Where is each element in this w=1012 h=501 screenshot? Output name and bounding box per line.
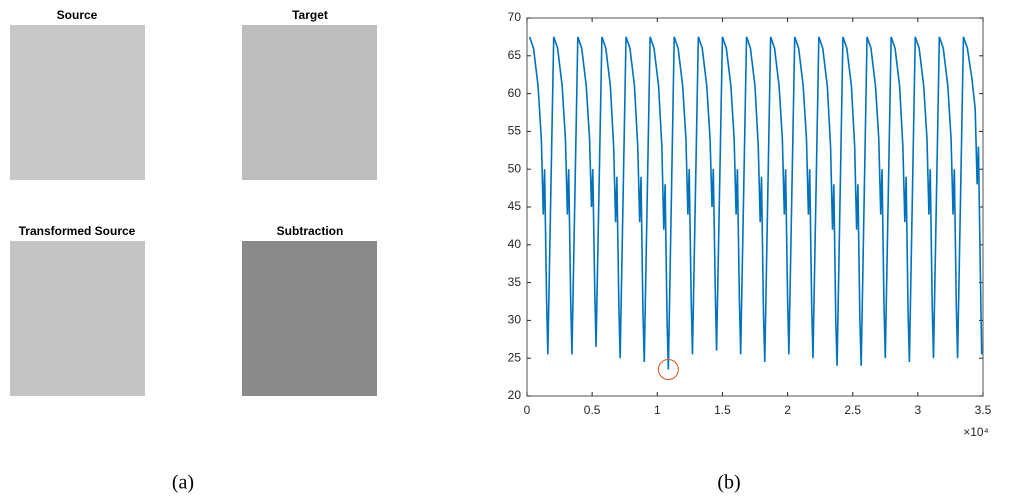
y-tick-label: 40 <box>508 237 522 251</box>
x-multiplier: ×10⁴ <box>963 425 989 439</box>
x-tick-label: 3.5 <box>975 403 992 417</box>
x-tick-label: 0.5 <box>584 403 601 417</box>
x-tick-label: 2 <box>784 403 791 417</box>
y-tick-label: 35 <box>508 275 522 289</box>
figure: Source Target Transformed Source Subtrac… <box>0 0 1012 496</box>
y-tick-label: 20 <box>508 388 522 402</box>
x-tick-label: 0 <box>524 403 531 417</box>
caption: (a) <box>172 472 194 494</box>
y-tick-label: 45 <box>508 199 522 213</box>
y-tick-label: 70 <box>508 10 522 24</box>
x-tick-label: 3 <box>915 403 922 417</box>
image-title: Transformed Source <box>19 224 136 238</box>
x-tick-label: 1.5 <box>714 403 731 417</box>
data-line <box>530 37 982 370</box>
image-title: Target <box>292 8 328 22</box>
image-title: Subtraction <box>277 224 344 238</box>
image <box>242 25 377 180</box>
x-tick-label: 2.5 <box>844 403 861 417</box>
x-tick-label: 1 <box>654 403 661 417</box>
image <box>10 241 145 396</box>
y-tick-label: 65 <box>508 48 522 62</box>
image <box>10 25 145 180</box>
y-tick-label: 25 <box>508 350 522 364</box>
caption: (b) <box>717 472 740 494</box>
image-title: Source <box>57 8 98 22</box>
y-tick-label: 60 <box>508 86 522 100</box>
image <box>242 241 377 396</box>
y-tick-label: 30 <box>508 313 522 327</box>
y-tick-label: 55 <box>508 124 522 138</box>
y-tick-label: 50 <box>508 161 522 175</box>
